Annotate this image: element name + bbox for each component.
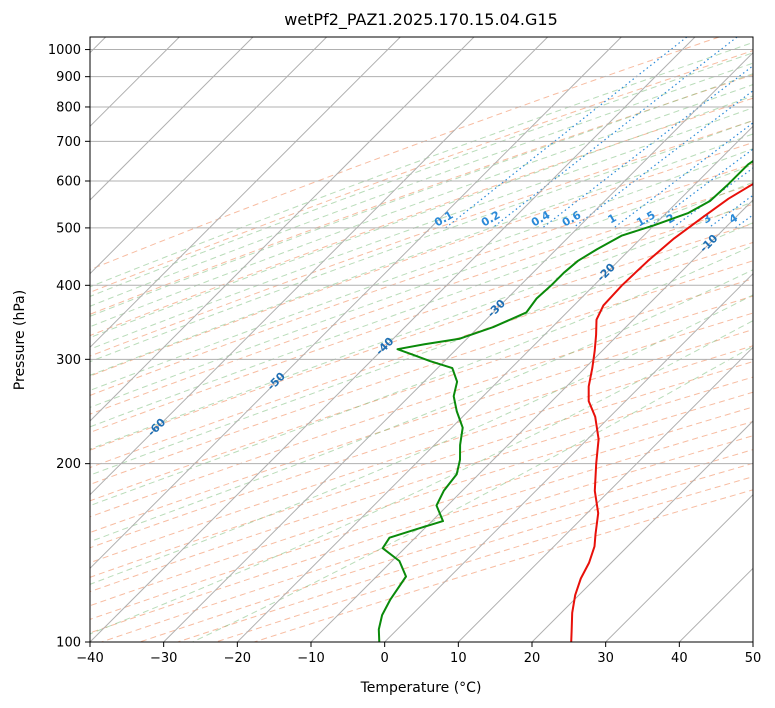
isotherm-line [90, 37, 401, 349]
dry-adiabat [90, 163, 753, 396]
y-tick-label: 1000 [48, 43, 81, 58]
mixing-ratio-line [647, 148, 753, 229]
isotherm-line [531, 420, 753, 642]
y-tick-label: 200 [56, 457, 81, 472]
moist-adiabat [90, 164, 753, 408]
isotherm-grid [90, 37, 753, 642]
moist-adiabat [90, 320, 753, 635]
isotherm-line [90, 37, 696, 642]
isobar-grid [90, 49, 753, 642]
y-axis-label: Pressure (hPa) [12, 290, 28, 390]
dry-adiabat [90, 74, 753, 315]
dry-adiabat [90, 223, 753, 451]
isotherm-line [163, 51, 753, 642]
y-tick-label: 100 [56, 636, 81, 651]
x-tick-label: −10 [297, 651, 324, 666]
y-tick-label: 700 [56, 135, 81, 150]
moist-adiabat [90, 148, 753, 391]
x-tick-label: 50 [745, 651, 762, 666]
isotherm-line [90, 37, 328, 275]
dry-adiabat [90, 50, 753, 293]
y-tick-label: 400 [56, 279, 81, 294]
chart-title: wetPf2_PAZ1.2025.170.15.04.G15 [284, 10, 558, 30]
y-tick-label: 300 [56, 353, 81, 368]
x-tick-label: 0 [381, 651, 389, 666]
isotherm-line [90, 37, 549, 496]
mixing-ratio-line [572, 89, 753, 229]
y-tick-label: 600 [56, 174, 81, 189]
moist-adiabat [90, 84, 753, 328]
isotherm-line [310, 199, 753, 642]
dry-adiabat [90, 142, 753, 377]
moist-adiabat [90, 41, 753, 288]
mixing-ratio-lines [445, 37, 753, 229]
mixing-ratio-line [672, 167, 753, 229]
moist-adiabat [90, 62, 753, 307]
isotherm-line [90, 37, 475, 422]
y-axis: 100 200 300 400 500 600 700 800 900 1000 [48, 43, 90, 651]
isotherm-line [605, 493, 753, 642]
dry-adiabat [90, 97, 753, 337]
isotherm-line [90, 37, 622, 570]
plot-frame [89, 36, 754, 643]
x-tick-label: 10 [450, 651, 467, 666]
temperature-profile-line [570, 182, 753, 642]
mixing-ratio-line [445, 37, 688, 229]
series-lines [377, 159, 753, 642]
x-tick-label: −30 [150, 651, 177, 666]
moist-adiabat [90, 222, 753, 476]
moist-adiabats [90, 41, 753, 642]
y-tick-label: 800 [56, 100, 81, 115]
mixing-ratio-line [492, 37, 738, 229]
isotherm-line [90, 37, 254, 201]
moist-adiabat [90, 52, 753, 297]
moist-adiabat [90, 107, 753, 350]
dry-adiabat [90, 361, 753, 578]
y-tick-label: 500 [56, 221, 81, 236]
isotherm-line [384, 272, 753, 642]
dry-adiabat [90, 391, 753, 607]
dry-adiabat [90, 329, 753, 549]
x-axis: −40 −30 −20 −10 0 10 20 30 40 50 [76, 642, 761, 666]
x-tick-label: −20 [224, 651, 251, 666]
x-tick-label: 40 [671, 651, 688, 666]
moist-adiabat [90, 181, 753, 428]
x-tick-label: 20 [524, 651, 541, 666]
x-tick-label: −40 [76, 651, 103, 666]
moist-adiabat [90, 119, 753, 363]
x-tick-label: 30 [597, 651, 614, 666]
y-tick-label: 900 [56, 70, 81, 85]
x-axis-label: Temperature (°C) [360, 680, 482, 696]
isotherm-line [457, 346, 753, 642]
dry-adiabat [90, 312, 753, 534]
dry-adiabat [90, 278, 753, 502]
isotherm-line [236, 125, 753, 642]
moist-adiabat [90, 201, 753, 450]
moist-adiabat [192, 345, 753, 642]
dewpoint-profile-line [377, 159, 753, 642]
plot-area: -100-90-80-70-60-50-40-30-20-10010203040… [90, 37, 753, 642]
